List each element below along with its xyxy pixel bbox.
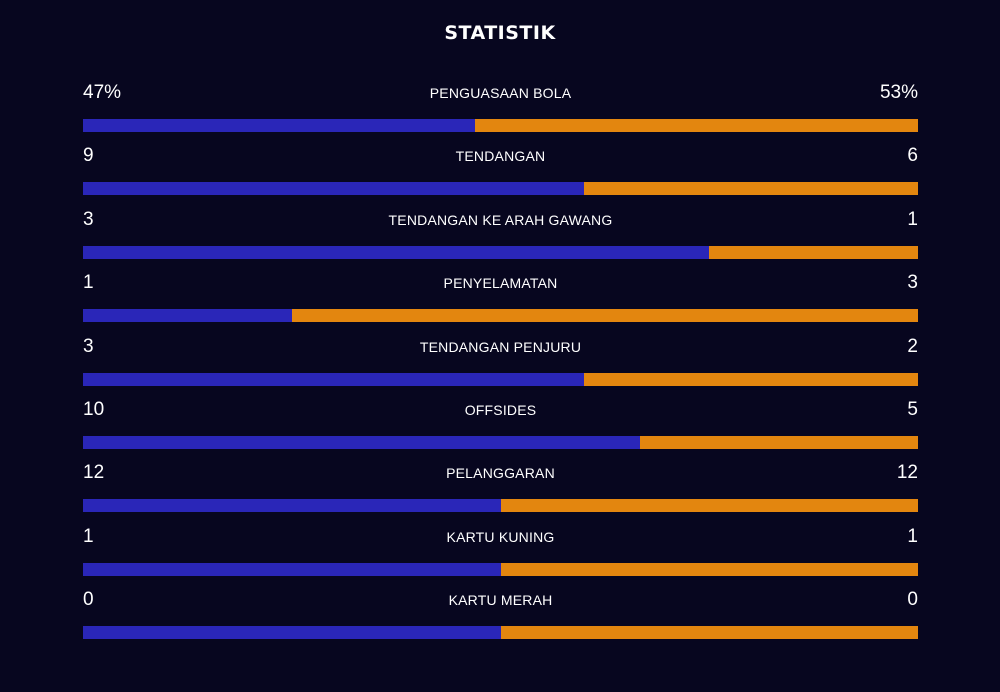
comparison-bar xyxy=(83,562,918,576)
stat-row-yellow-cards: 1 KARTU KUNING 1 xyxy=(83,524,918,587)
stat-row-red-cards: 0 KARTU MERAH 0 xyxy=(83,587,918,650)
home-value: 47% xyxy=(83,82,122,103)
stat-row-corners: 3 TENDANGAN PENJURU 2 xyxy=(83,334,918,397)
away-bar xyxy=(500,626,918,640)
comparison-bar xyxy=(83,372,918,386)
away-value: 5 xyxy=(907,398,918,420)
stat-label: TENDANGAN xyxy=(455,148,546,165)
comparison-bar xyxy=(83,499,918,513)
stat-label: PELANGGARAN xyxy=(446,465,555,482)
away-value: 53% xyxy=(879,82,918,103)
home-bar xyxy=(83,562,501,576)
stat-row-shots-on-target: 3 TENDANGAN KE ARAH GAWANG 1 xyxy=(83,207,918,270)
home-bar xyxy=(83,499,501,513)
home-bar xyxy=(83,245,710,259)
stat-label: OFFSIDES xyxy=(464,401,537,418)
away-value: 6 xyxy=(907,145,918,167)
panel-title: STATISTIK xyxy=(444,22,556,44)
stat-row-offsides: 10 OFFSIDES 5 xyxy=(83,397,918,460)
stat-label: TENDANGAN PENJURU xyxy=(419,338,582,355)
home-value: 0 xyxy=(83,589,94,611)
home-bar xyxy=(83,372,584,386)
comparison-bar xyxy=(83,245,918,259)
home-value: 9 xyxy=(83,145,94,167)
comparison-bar xyxy=(83,119,918,132)
away-value: 12 xyxy=(896,462,918,484)
stat-label: PENGUASAAN BOLA xyxy=(429,85,572,101)
away-value: 1 xyxy=(907,208,918,230)
stat-label: KARTU KUNING xyxy=(446,528,555,545)
comparison-bar xyxy=(83,626,918,640)
away-bar xyxy=(709,245,918,259)
home-value: 3 xyxy=(83,208,94,230)
away-bar xyxy=(500,499,918,513)
home-value: 1 xyxy=(83,272,94,294)
away-value: 0 xyxy=(907,589,918,611)
home-bar xyxy=(83,182,584,196)
away-bar xyxy=(584,182,918,196)
home-bar xyxy=(83,309,292,323)
home-value: 12 xyxy=(83,462,105,484)
stats-list: 47% PENGUASAAN BOLA 53% 9 TENDANGAN 6 xyxy=(83,80,918,651)
home-value: 3 xyxy=(83,335,94,357)
stat-label: KARTU MERAH xyxy=(448,592,553,609)
stat-row-possession: 47% PENGUASAAN BOLA 53% xyxy=(83,80,918,143)
home-bar xyxy=(83,435,640,449)
away-bar xyxy=(291,309,918,323)
away-bar xyxy=(475,119,918,132)
home-value: 1 xyxy=(83,525,94,547)
comparison-bar xyxy=(83,435,918,449)
away-bar xyxy=(500,562,918,576)
away-value: 2 xyxy=(907,335,918,357)
comparison-bar xyxy=(83,182,918,196)
away-value: 3 xyxy=(907,272,918,294)
stat-row-fouls: 12 PELANGGARAN 12 xyxy=(83,460,918,523)
stat-label: TENDANGAN KE ARAH GAWANG xyxy=(388,211,613,228)
home-bar xyxy=(83,626,501,640)
away-bar xyxy=(584,372,918,386)
away-value: 1 xyxy=(907,525,918,547)
stat-row-saves: 1 PENYELAMATAN 3 xyxy=(83,270,918,333)
comparison-bar xyxy=(83,309,918,323)
home-value: 10 xyxy=(83,398,105,420)
stat-label: PENYELAMATAN xyxy=(443,275,558,292)
home-bar xyxy=(83,119,476,132)
stat-row-shots: 9 TENDANGAN 6 xyxy=(83,143,918,206)
away-bar xyxy=(639,435,918,449)
